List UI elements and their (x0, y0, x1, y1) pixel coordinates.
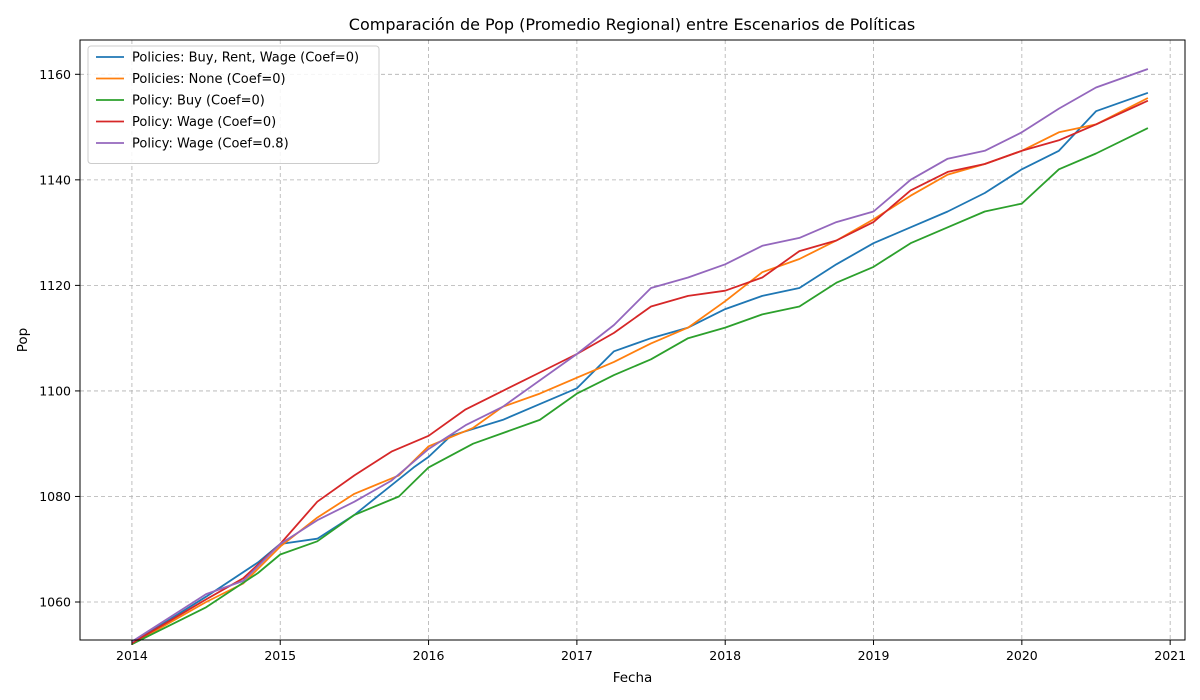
x-tick-label: 2016 (413, 648, 445, 663)
y-tick-label: 1080 (39, 489, 71, 504)
legend-label: Policy: Wage (Coef=0.8) (132, 137, 289, 152)
y-axis-label: Pop (15, 328, 31, 353)
series-lines (131, 68, 1149, 646)
series-line-3 (131, 127, 1149, 646)
y-axis: 1060 1080 1100 1120 1140 1160 (39, 67, 80, 610)
x-tick-label: 2021 (1154, 648, 1186, 663)
y-tick-label: 1160 (39, 67, 71, 82)
x-tick-label: 2018 (709, 648, 741, 663)
legend: Policies: Buy, Rent, Wage (Coef=0) Polici… (87, 45, 380, 164)
legend-label: Policy: Buy (Coef=0) (132, 94, 265, 109)
x-tick-label: 2019 (858, 648, 890, 663)
y-tick-label: 1120 (39, 278, 71, 293)
x-tick-label: 2015 (264, 648, 296, 663)
legend-label: Policy: Wage (Coef=0) (132, 115, 276, 130)
legend-label: Policies: Buy, Rent, Wage (Coef=0) (132, 51, 359, 66)
plot-frame (79, 39, 1186, 641)
x-tick-label: 2017 (561, 648, 593, 663)
x-axis: 2014 2015 2016 2017 2018 2019 2020 2021 (116, 640, 1186, 663)
x-tick-label: 2020 (1006, 648, 1038, 663)
x-axis-label: Fecha (613, 670, 653, 686)
series-line-4 (131, 99, 1149, 644)
series-line-1 (131, 91, 1149, 644)
y-tick-label: 1060 (39, 595, 71, 610)
y-tick-label: 1140 (39, 172, 71, 187)
legend-label: Policies: None (Coef=0) (132, 72, 286, 87)
legend-box (87, 45, 380, 164)
y-tick-label: 1100 (39, 383, 71, 398)
series-line-5 (131, 68, 1149, 643)
chart-title: Comparación de Pop (Promedio Regional) e… (349, 15, 915, 34)
x-tick-label: 2014 (116, 648, 148, 663)
